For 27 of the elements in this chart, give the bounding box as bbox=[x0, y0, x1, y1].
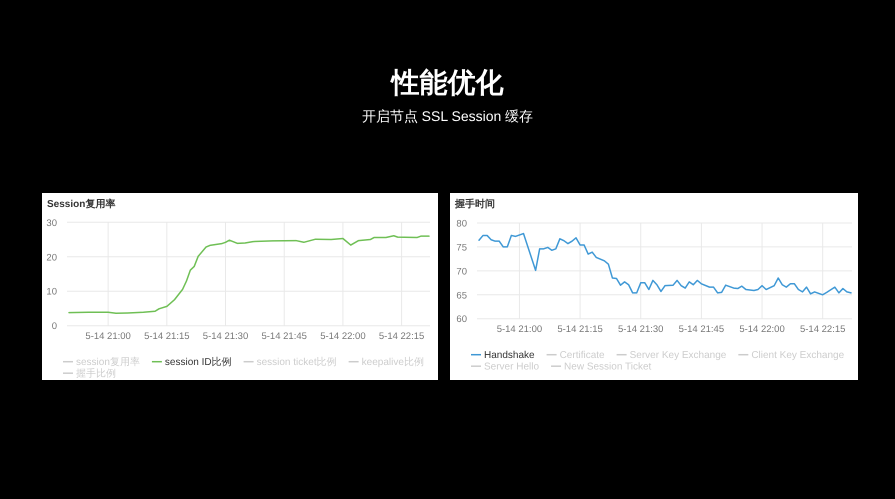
x-tick-label: 5-14 21:45 bbox=[262, 331, 307, 342]
y-tick-label: 60 bbox=[456, 314, 467, 326]
text: 性能优化 bbox=[390, 67, 504, 98]
y-tick-label: 0 bbox=[52, 321, 57, 332]
chart-title: 握手时间 bbox=[454, 198, 495, 210]
legend-label: Handshake bbox=[484, 350, 536, 362]
x-tick-label: 5-14 22:15 bbox=[800, 324, 846, 336]
x-tick-label: 5-14 21:00 bbox=[85, 331, 131, 342]
y-tick-label: 10 bbox=[46, 286, 57, 298]
x-tick-label: 5-14 21:30 bbox=[618, 324, 664, 336]
x-tick-label: 5-14 21:45 bbox=[678, 324, 724, 336]
x-tick-label: 5-14 22:15 bbox=[378, 331, 424, 342]
y-tick-label: 75 bbox=[456, 242, 467, 254]
chart-title: Session复用率 bbox=[47, 198, 116, 210]
y-tick-label: 20 bbox=[46, 252, 57, 264]
y-tick-label: 30 bbox=[46, 218, 57, 229]
legend-label: session ID比例 bbox=[164, 356, 232, 368]
y-tick-label: 70 bbox=[456, 266, 467, 278]
x-tick-label: 5-14 21:00 bbox=[496, 324, 542, 336]
y-tick-label: 65 bbox=[456, 290, 467, 302]
x-tick-label: 5-14 21:30 bbox=[202, 331, 248, 342]
y-tick-label: 80 bbox=[456, 218, 467, 230]
text: 开启节点 SSL Session 缓存 bbox=[362, 108, 534, 124]
x-tick-label: 5-14 21:15 bbox=[557, 324, 603, 336]
x-tick-label: 5-14 21:15 bbox=[144, 331, 190, 342]
x-tick-label: 5-14 22:00 bbox=[739, 324, 785, 336]
x-tick-label: 5-14 22:00 bbox=[320, 331, 366, 342]
